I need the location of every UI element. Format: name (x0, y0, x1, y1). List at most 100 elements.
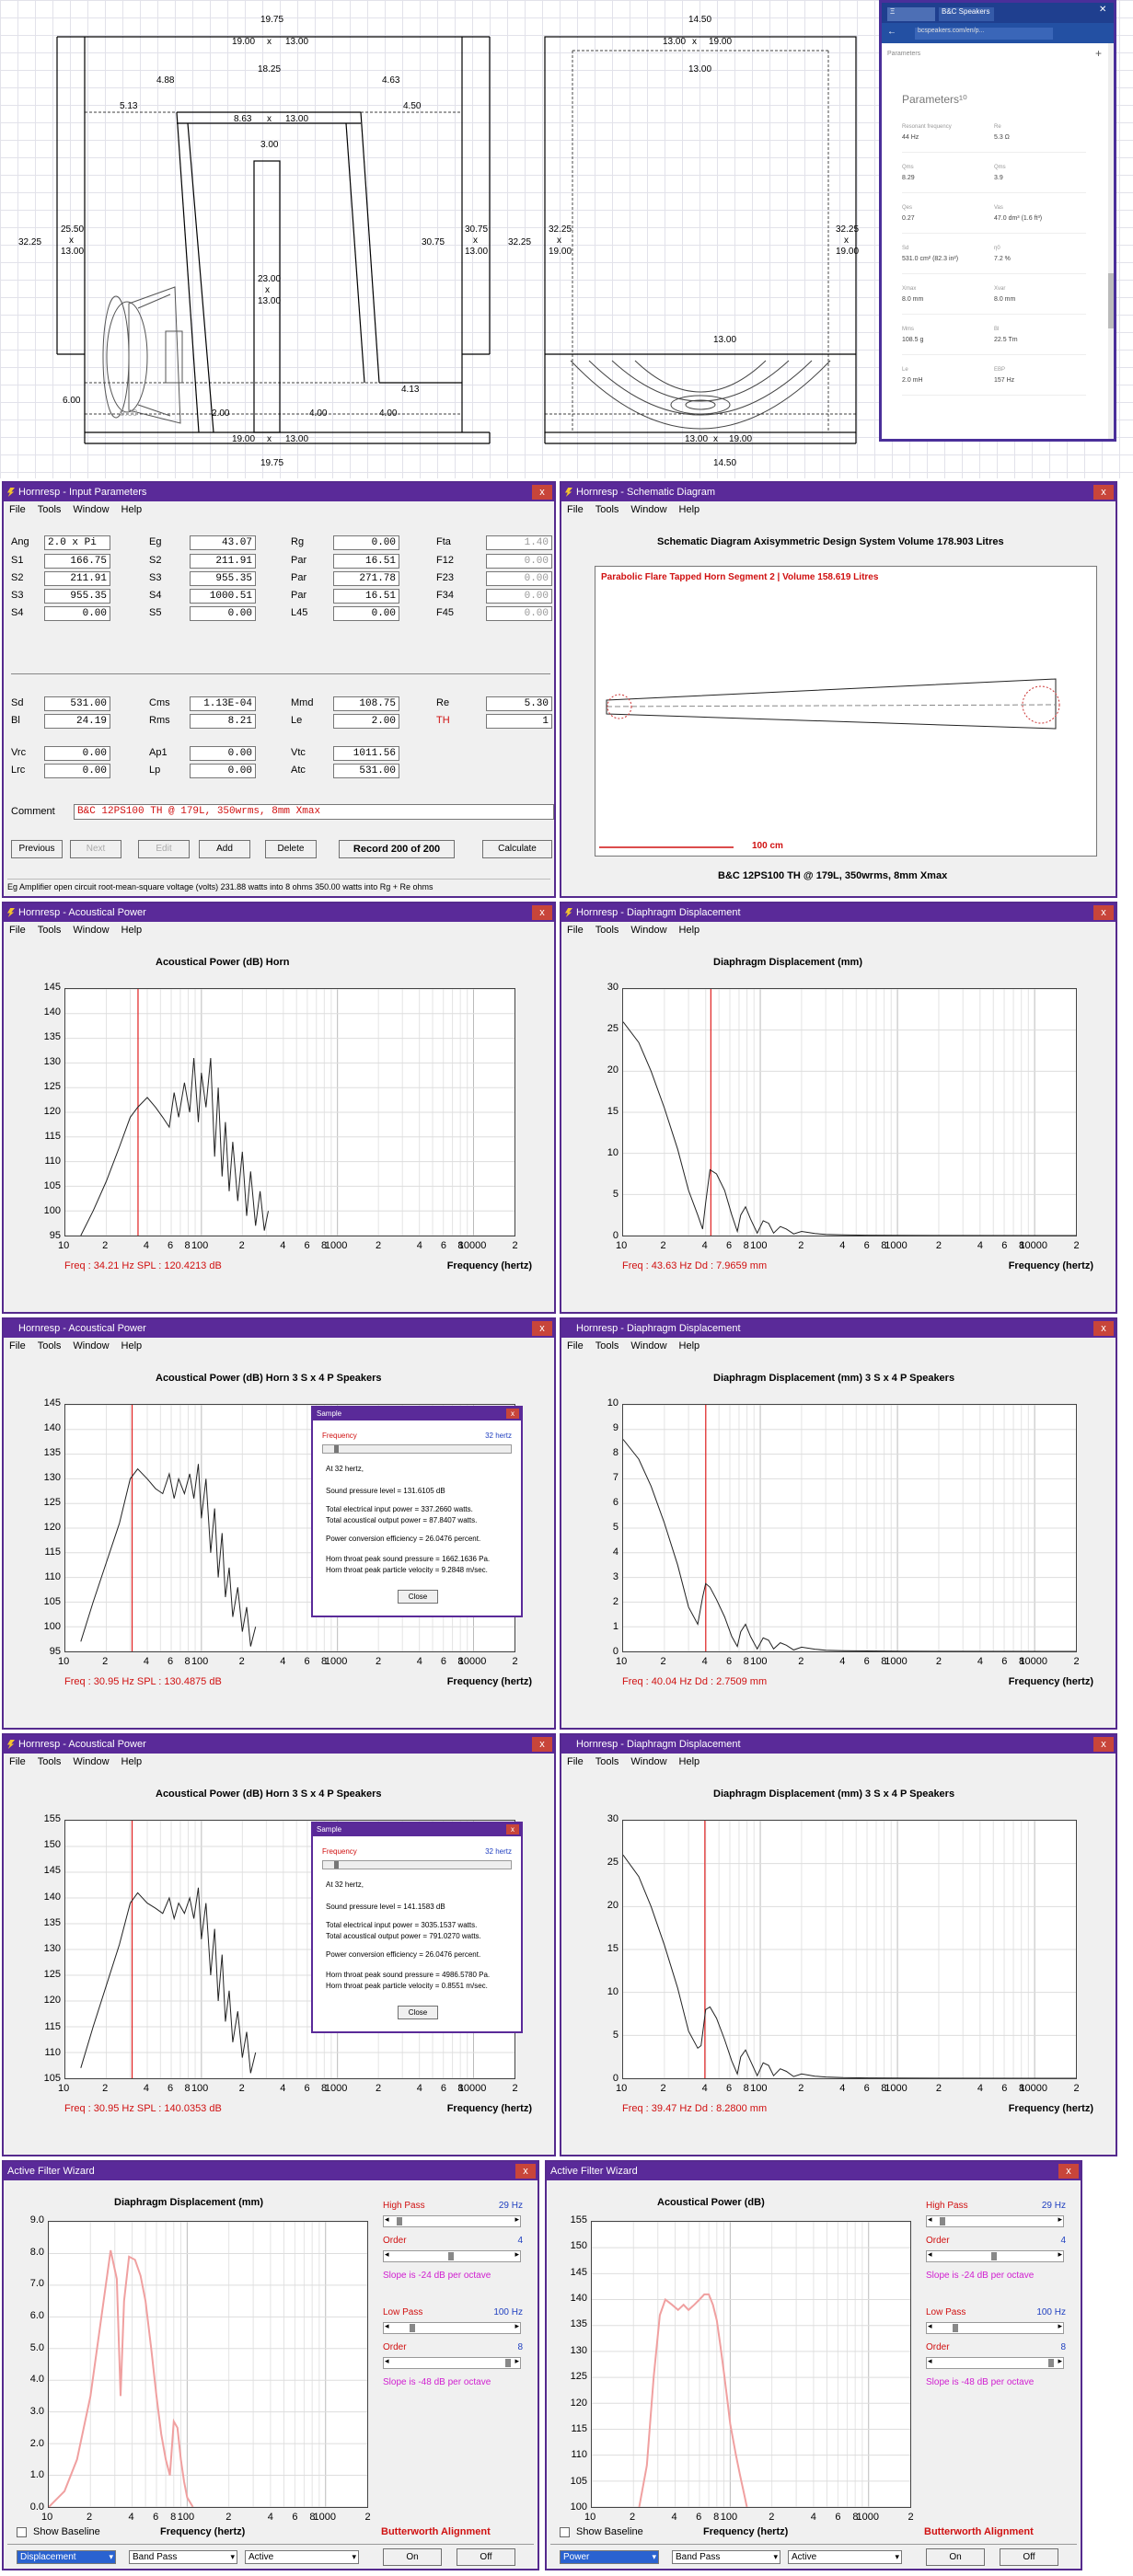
slider-left-arrow-icon[interactable]: ◂ (385, 2356, 389, 2365)
menu-tools[interactable]: Tools (37, 504, 62, 515)
param-field-vrc[interactable]: 0.00 (44, 746, 110, 761)
param-field-mmd[interactable]: 108.75 (333, 696, 399, 711)
add-button[interactable]: Add (199, 840, 250, 858)
menu-tools[interactable]: Tools (595, 925, 619, 936)
menu-file[interactable]: File (9, 925, 26, 936)
param-field-le[interactable]: 2.00 (333, 714, 399, 729)
slider-thumb[interactable] (410, 2324, 415, 2332)
close-button[interactable]: x (1093, 905, 1114, 920)
param-field-s3[interactable]: 955.35 (44, 589, 110, 604)
plot-area[interactable] (48, 2221, 368, 2508)
param-field-s4[interactable]: 0.00 (44, 606, 110, 621)
menu-tools[interactable]: Tools (595, 1756, 619, 1767)
close-button[interactable]: x (1093, 1321, 1114, 1336)
menu-file[interactable]: File (567, 1340, 584, 1351)
param-field-f45[interactable]: 0.00 (486, 606, 552, 621)
slider-right-arrow-icon[interactable]: ▸ (514, 2356, 519, 2365)
hp-order-slider[interactable]: ◂ ▸ (383, 2249, 521, 2262)
param-field-l45[interactable]: 0.00 (333, 606, 399, 621)
slider-thumb[interactable] (334, 1445, 339, 1453)
sample-close-button[interactable]: Close (398, 1590, 438, 1604)
param-field-f34[interactable]: 0.00 (486, 589, 552, 604)
slider-left-arrow-icon[interactable]: ◂ (385, 2249, 389, 2259)
delete-button[interactable]: Delete (265, 840, 317, 858)
slider-left-arrow-icon[interactable]: ◂ (385, 2321, 389, 2330)
menu-window[interactable]: Window (73, 1340, 110, 1351)
view-dropdown[interactable]: Displacement (17, 2550, 116, 2564)
filter-type-dropdown[interactable]: Band Pass (129, 2550, 237, 2564)
param-field-th[interactable]: 1 (486, 714, 552, 729)
slider-right-arrow-icon[interactable]: ▸ (514, 2214, 519, 2224)
plot-area[interactable] (64, 988, 515, 1236)
param-field-vtc[interactable]: 1011.56 (333, 746, 399, 761)
slider-thumb[interactable] (448, 2252, 454, 2260)
menu-help[interactable]: Help (678, 504, 700, 515)
menu-file[interactable]: File (567, 925, 584, 936)
show-baseline-checkbox[interactable] (560, 2527, 570, 2537)
menu-window[interactable]: Window (630, 1756, 667, 1767)
menu-help[interactable]: Help (678, 1756, 700, 1767)
param-field-atc[interactable]: 531.00 (333, 764, 399, 778)
low-pass-slider[interactable]: ◂ ▸ (926, 2321, 1064, 2334)
low-pass-slider[interactable]: ◂ ▸ (383, 2321, 521, 2334)
close-icon[interactable]: ✕ (1099, 5, 1107, 15)
menu-file[interactable]: File (567, 504, 584, 515)
param-field-s2[interactable]: 211.91 (190, 554, 256, 569)
sample-close-button[interactable]: Close (398, 2006, 438, 2019)
slider-right-arrow-icon[interactable]: ▸ (514, 2321, 519, 2330)
param-field-eg[interactable]: 43.07 (190, 535, 256, 550)
param-field-s1[interactable]: 166.75 (44, 554, 110, 569)
menu-tools[interactable]: Tools (595, 504, 619, 515)
filter-type-dropdown[interactable]: Band Pass (672, 2550, 780, 2564)
menu-tools[interactable]: Tools (595, 1340, 619, 1351)
lp-order-slider[interactable]: ◂ ▸ (926, 2356, 1064, 2369)
menu-window[interactable]: Window (630, 1340, 667, 1351)
on-button[interactable]: On (926, 2548, 985, 2566)
param-field-s4[interactable]: 1000.51 (190, 589, 256, 604)
param-field-f12[interactable]: 0.00 (486, 554, 552, 569)
slider-right-arrow-icon[interactable]: ▸ (514, 2249, 519, 2259)
close-button[interactable]: x (1093, 485, 1114, 500)
frequency-slider[interactable] (322, 1860, 512, 1869)
mode-dropdown[interactable]: Active (245, 2550, 359, 2564)
close-button[interactable]: x (532, 905, 552, 920)
plot-area[interactable] (622, 1820, 1077, 2079)
param-field-par[interactable]: 16.51 (333, 589, 399, 604)
menu-tools[interactable]: Tools (37, 1340, 62, 1351)
slider-left-arrow-icon[interactable]: ◂ (928, 2356, 932, 2365)
plot-area[interactable] (591, 2221, 911, 2508)
slider-right-arrow-icon[interactable]: ▸ (1058, 2321, 1062, 2330)
param-field-rg[interactable]: 0.00 (333, 535, 399, 550)
slider-left-arrow-icon[interactable]: ◂ (385, 2214, 389, 2224)
menu-help[interactable]: Help (121, 925, 143, 936)
menu-tools[interactable]: Tools (37, 925, 62, 936)
param-field-par[interactable]: 16.51 (333, 554, 399, 569)
high-pass-slider[interactable]: ◂ ▸ (383, 2214, 521, 2227)
lp-order-slider[interactable]: ◂ ▸ (383, 2356, 521, 2369)
url-field[interactable]: bcspeakers.com/en/p... (915, 28, 1053, 40)
calculate-button[interactable]: Calculate (482, 840, 552, 858)
close-button[interactable]: x (1093, 1737, 1114, 1752)
high-pass-slider[interactable]: ◂ ▸ (926, 2214, 1064, 2227)
slider-right-arrow-icon[interactable]: ▸ (1058, 2249, 1062, 2259)
off-button[interactable]: Off (457, 2548, 515, 2566)
slider-thumb[interactable] (397, 2217, 402, 2225)
param-field-s3[interactable]: 955.35 (190, 571, 256, 586)
menu-tools[interactable]: Tools (37, 1756, 62, 1767)
param-field-s2[interactable]: 211.91 (44, 571, 110, 586)
param-field-cms[interactable]: 1.13E-04 (190, 696, 256, 711)
view-dropdown[interactable]: Power (560, 2550, 659, 2564)
slider-right-arrow-icon[interactable]: ▸ (1058, 2214, 1062, 2224)
slider-right-arrow-icon[interactable]: ▸ (1058, 2356, 1062, 2365)
param-field-lp[interactable]: 0.00 (190, 764, 256, 778)
off-button[interactable]: Off (1000, 2548, 1058, 2566)
param-field-lrc[interactable]: 0.00 (44, 764, 110, 778)
next-button[interactable]: Next (70, 840, 121, 858)
param-field-sd[interactable]: 531.00 (44, 696, 110, 711)
browser-tab[interactable]: Ξ (887, 7, 935, 21)
close-button[interactable]: x (506, 1409, 519, 1419)
menu-help[interactable]: Help (678, 925, 700, 936)
param-field-ang[interactable]: 2.0 x Pi (44, 535, 110, 550)
slider-thumb[interactable] (334, 1861, 339, 1869)
plus-icon[interactable]: + (1095, 47, 1103, 60)
